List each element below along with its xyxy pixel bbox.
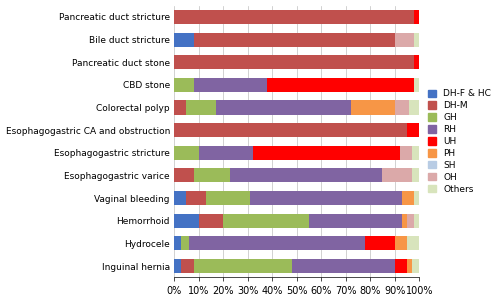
Bar bbox=[174, 169, 194, 182]
Bar bbox=[412, 146, 419, 160]
Bar bbox=[250, 191, 402, 205]
Bar bbox=[414, 78, 419, 92]
Bar bbox=[309, 214, 402, 228]
Bar bbox=[410, 101, 419, 114]
Bar bbox=[252, 146, 400, 160]
Bar bbox=[194, 33, 394, 47]
Bar bbox=[414, 214, 419, 228]
Bar bbox=[414, 55, 419, 69]
Bar bbox=[174, 146, 199, 160]
Bar bbox=[186, 191, 206, 205]
Bar bbox=[189, 236, 366, 250]
Bar bbox=[182, 259, 194, 273]
Bar bbox=[206, 191, 250, 205]
Bar bbox=[174, 78, 194, 92]
Bar bbox=[230, 169, 382, 182]
Bar bbox=[412, 259, 419, 273]
Bar bbox=[394, 259, 407, 273]
Bar bbox=[412, 169, 419, 182]
Bar bbox=[407, 236, 419, 250]
Bar bbox=[350, 101, 395, 114]
Legend: DH-F & HC, DH-M, GH, RH, UH, PH, SH, OH, Others: DH-F & HC, DH-M, GH, RH, UH, PH, SH, OH,… bbox=[426, 88, 493, 195]
Bar bbox=[292, 259, 394, 273]
Bar bbox=[414, 10, 419, 24]
Bar bbox=[174, 236, 182, 250]
Bar bbox=[267, 78, 414, 92]
Bar bbox=[394, 33, 414, 47]
Bar bbox=[366, 236, 394, 250]
Bar bbox=[402, 214, 407, 228]
Bar bbox=[223, 214, 309, 228]
Bar bbox=[174, 33, 194, 47]
Bar bbox=[402, 191, 414, 205]
Bar bbox=[198, 146, 252, 160]
Bar bbox=[400, 146, 412, 160]
Bar bbox=[194, 259, 292, 273]
Bar bbox=[174, 191, 186, 205]
Bar bbox=[186, 101, 216, 114]
Bar bbox=[407, 259, 412, 273]
Bar bbox=[174, 259, 182, 273]
Bar bbox=[182, 236, 189, 250]
Bar bbox=[394, 236, 407, 250]
Bar bbox=[407, 214, 414, 228]
Bar bbox=[407, 123, 419, 137]
Bar bbox=[414, 33, 419, 47]
Bar bbox=[194, 169, 230, 182]
Bar bbox=[174, 55, 414, 69]
Bar bbox=[174, 101, 186, 114]
Bar bbox=[174, 214, 199, 228]
Bar bbox=[194, 78, 267, 92]
Bar bbox=[414, 191, 419, 205]
Bar bbox=[198, 214, 223, 228]
Bar bbox=[382, 169, 412, 182]
Bar bbox=[174, 123, 407, 137]
Bar bbox=[216, 101, 350, 114]
Bar bbox=[174, 10, 414, 24]
Bar bbox=[394, 101, 409, 114]
